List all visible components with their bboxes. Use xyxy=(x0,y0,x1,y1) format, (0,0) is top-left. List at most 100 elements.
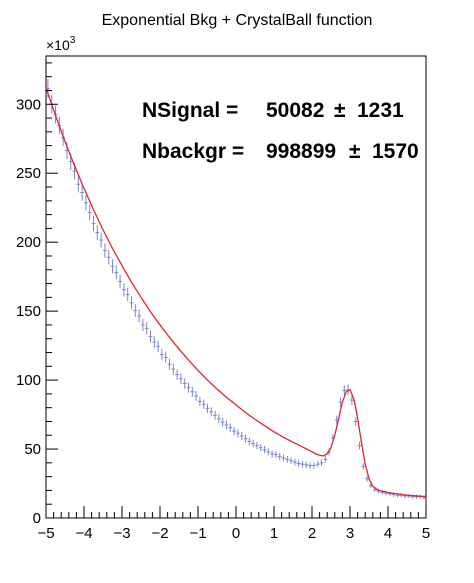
histogram-bin xyxy=(122,283,126,297)
histogram-bin xyxy=(205,403,210,414)
histogram-bin xyxy=(296,460,301,467)
histogram-bin xyxy=(308,462,312,469)
histogram-bin xyxy=(228,423,233,432)
nsignal-value: 50082 xyxy=(266,99,324,122)
histogram-bin xyxy=(236,429,240,438)
x-tick-label: −1 xyxy=(189,525,206,542)
nbackgr-error: 1570 xyxy=(372,140,419,163)
x-tick-label: 2 xyxy=(308,525,316,542)
fit-curve xyxy=(45,87,427,498)
y-axis-exponent: ×103 xyxy=(46,35,76,53)
x-tick-label: −4 xyxy=(75,525,92,542)
histogram-bin xyxy=(247,437,252,446)
histogram-bin xyxy=(141,318,145,332)
histogram-bin xyxy=(84,194,88,211)
histogram-bin xyxy=(95,224,100,241)
histogram-bin xyxy=(175,369,179,380)
histogram-bin xyxy=(91,215,96,232)
histogram-bin xyxy=(87,204,92,221)
histogram-bin xyxy=(144,322,149,335)
histogram-bin xyxy=(323,455,328,463)
histogram-bin xyxy=(293,458,297,466)
histogram-bin xyxy=(148,330,153,343)
y-tick-label: 150 xyxy=(16,303,41,320)
histogram-bin xyxy=(209,407,214,417)
histogram-bin xyxy=(201,399,206,409)
x-axis: −5 −4 −3 −2 −1 0 1 2 3 4 5 xyxy=(37,506,430,542)
histogram-bin xyxy=(274,451,278,459)
histogram-bin xyxy=(182,378,187,389)
y-tick-label: 250 xyxy=(16,165,41,182)
histogram-bin xyxy=(304,461,309,469)
x-tick-label: 3 xyxy=(346,525,354,542)
histogram-bin xyxy=(114,265,119,280)
x-tick-label: 4 xyxy=(384,525,392,542)
chart-title: Exponential Bkg + CrystalBall function xyxy=(102,12,373,29)
histogram-bin xyxy=(110,259,115,274)
x-tick-label: −5 xyxy=(37,525,54,542)
x-tick-label: −2 xyxy=(151,525,168,542)
nsignal-pm: ± xyxy=(334,99,346,122)
y-tick-label: 200 xyxy=(16,234,41,251)
fit-curve-layer xyxy=(45,87,427,498)
x-tick-label: −3 xyxy=(113,525,130,542)
histogram-bin xyxy=(186,382,191,393)
x-tick-label: 1 xyxy=(270,525,278,542)
histogram-bin xyxy=(312,462,316,469)
histogram-bin xyxy=(160,348,164,361)
y-axis: 0 50 100 150 200 250 300 xyxy=(16,62,58,527)
histogram-bin xyxy=(319,459,324,467)
histogram-bin xyxy=(350,395,354,405)
nbackgr-pm: ± xyxy=(349,140,361,163)
histogram-bin xyxy=(239,431,244,440)
histogram-bin xyxy=(76,176,81,193)
histogram-bin xyxy=(277,453,282,461)
histogram-bin xyxy=(300,460,305,468)
histogram-bin xyxy=(361,463,366,470)
histogram-bin xyxy=(213,410,217,420)
histogram-bin xyxy=(357,441,362,450)
histogram-bin xyxy=(217,414,221,424)
histogram-bin xyxy=(179,373,183,384)
y-axis-exponent-base: ×10 xyxy=(46,37,70,53)
histogram-bin xyxy=(220,417,225,427)
histogram-bin xyxy=(125,287,130,302)
nbackgr-label: Nbackgr = xyxy=(142,140,244,163)
nbackgr-value: 998899 xyxy=(266,140,336,163)
histogram-bin xyxy=(232,426,236,436)
y-tick-label: 50 xyxy=(24,441,41,458)
histogram-bin xyxy=(342,385,347,396)
y-tick-label: 300 xyxy=(16,96,41,113)
histogram-bin xyxy=(285,455,290,463)
nsignal-error: 1231 xyxy=(357,99,404,122)
histogram-bin xyxy=(243,434,248,443)
fit-results: NSignal = 50082 ± 1231 Nbackgr = 998899 … xyxy=(142,99,419,163)
y-axis-exponent-power: 3 xyxy=(70,35,76,46)
x-tick-label: 5 xyxy=(422,525,430,542)
histogram-bin xyxy=(270,450,274,458)
histogram-bin xyxy=(255,441,259,450)
histogram-bin xyxy=(99,232,103,248)
plot-frame xyxy=(45,55,427,519)
histogram-bin xyxy=(315,460,320,468)
histogram-bin xyxy=(167,358,172,370)
histogram-bin xyxy=(156,340,160,353)
histogram-bin xyxy=(152,336,157,349)
histogram-bin xyxy=(190,386,195,397)
histogram-bin xyxy=(262,446,267,454)
histogram-bin xyxy=(118,274,122,289)
nsignal-label: NSignal = xyxy=(142,99,238,122)
histogram-bin xyxy=(106,250,111,265)
histogram-bin xyxy=(266,448,271,456)
y-tick-label: 0 xyxy=(33,510,41,527)
histogram-bin xyxy=(137,309,141,323)
y-tick-label: 100 xyxy=(16,372,41,389)
histogram-bin xyxy=(353,417,358,426)
histogram-bin xyxy=(281,454,286,462)
histogram-bin xyxy=(194,391,198,401)
histogram-bin xyxy=(289,457,293,465)
histogram-bin xyxy=(80,184,84,201)
histogram-bin xyxy=(224,420,229,430)
